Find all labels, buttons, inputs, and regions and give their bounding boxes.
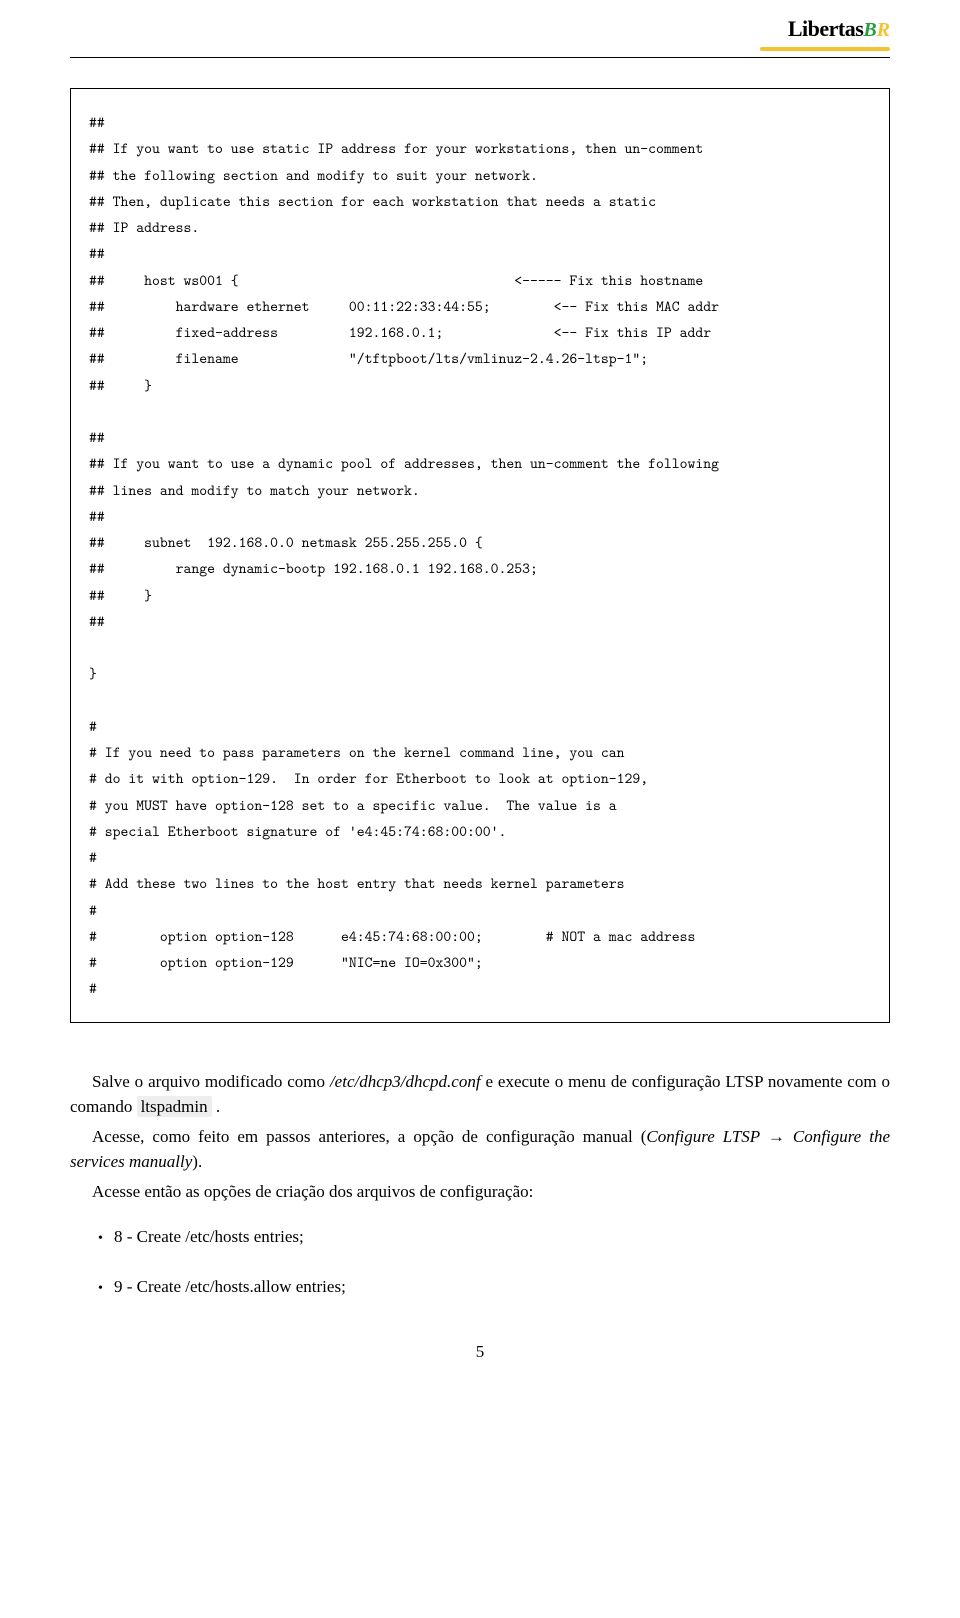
code-line: ## [89, 427, 105, 447]
code-line: # special Etherboot signature of 'e4:45:… [89, 821, 506, 841]
code-line: ## If you want to use a dynamic pool of … [89, 453, 719, 473]
code-line: # [89, 900, 97, 920]
page-number: 5 [70, 1339, 890, 1365]
page-content: ## ## If you want to use static IP addre… [0, 88, 960, 1405]
paragraph-2: Acesse, como feito em passos anteriores,… [70, 1124, 890, 1175]
code-line: } [89, 663, 97, 683]
menu-path: Configure LTSP [646, 1127, 767, 1146]
list-item: 9 - Create /etc/hosts.allow entries; [98, 1274, 890, 1300]
code-line: ## [89, 243, 105, 263]
command-name: ltspadmin [137, 1096, 212, 1117]
code-line: ## range dynamic-bootp 192.168.0.1 192.1… [89, 558, 538, 578]
code-line: ## } [89, 585, 152, 605]
text-run: Acesse, como feito em passos anteriores,… [92, 1127, 646, 1146]
code-line: # [89, 847, 97, 867]
code-line: ## filename "/tftpboot/lts/vmlinuz-2.4.2… [89, 348, 648, 368]
code-line: ## Then, duplicate this section for each… [89, 191, 656, 211]
code-line: ## the following section and modify to s… [89, 165, 538, 185]
list-item: 8 - Create /etc/hosts entries; [98, 1224, 890, 1250]
code-line: ## [89, 611, 105, 631]
header-rule [70, 57, 890, 58]
code-line: ## [89, 112, 105, 132]
code-line: ## subnet 192.168.0.0 netmask 255.255.25… [89, 532, 483, 552]
file-path: /etc/dhcp3/dhcpd.conf [330, 1072, 481, 1091]
paragraph-1: Salve o arquivo modificado como /etc/dhc… [70, 1069, 890, 1120]
bullet-list: 8 - Create /etc/hosts entries; 9 - Creat… [98, 1224, 890, 1299]
logo-text: Libertas [788, 16, 863, 41]
text-run: . [212, 1097, 221, 1116]
header-logo: LibertasBR [0, 0, 960, 57]
arrow-icon: → [768, 1127, 785, 1146]
body-text: Salve o arquivo modificado como /etc/dhc… [70, 1069, 890, 1300]
logo-suffix-r: R [877, 19, 890, 41]
code-line: # option option-128 e4:45:74:68:00:00; #… [89, 926, 695, 946]
code-line: ## lines and modify to match your networ… [89, 480, 420, 500]
logo-suffix-b: B [863, 19, 876, 41]
text-run: Salve o arquivo modificado como [92, 1072, 330, 1091]
code-line: # [89, 716, 97, 736]
text-run: ). [192, 1152, 202, 1171]
code-block: ## ## If you want to use static IP addre… [70, 88, 890, 1023]
code-line: ## [89, 506, 105, 526]
code-line: ## host ws001 { <----- Fix this hostname [89, 270, 703, 290]
code-line: # do it with option-129. In order for Et… [89, 768, 648, 788]
code-line: ## hardware ethernet 00:11:22:33:44:55; … [89, 296, 719, 316]
code-line: ## If you want to use static IP address … [89, 138, 703, 158]
code-line: ## IP address. [89, 217, 199, 237]
code-line: # Add these two lines to the host entry … [89, 873, 625, 893]
code-line: ## } [89, 375, 152, 395]
code-line: ## fixed-address 192.168.0.1; <-- Fix th… [89, 322, 711, 342]
logo-underline [760, 47, 890, 51]
paragraph-3: Acesse então as opções de criação dos ar… [70, 1179, 890, 1205]
code-line: # you MUST have option-128 set to a spec… [89, 795, 617, 815]
code-line: # If you need to pass parameters on the … [89, 742, 625, 762]
code-line: # option option-129 "NIC=ne IO=0x300"; [89, 952, 483, 972]
code-line: # [89, 978, 97, 998]
